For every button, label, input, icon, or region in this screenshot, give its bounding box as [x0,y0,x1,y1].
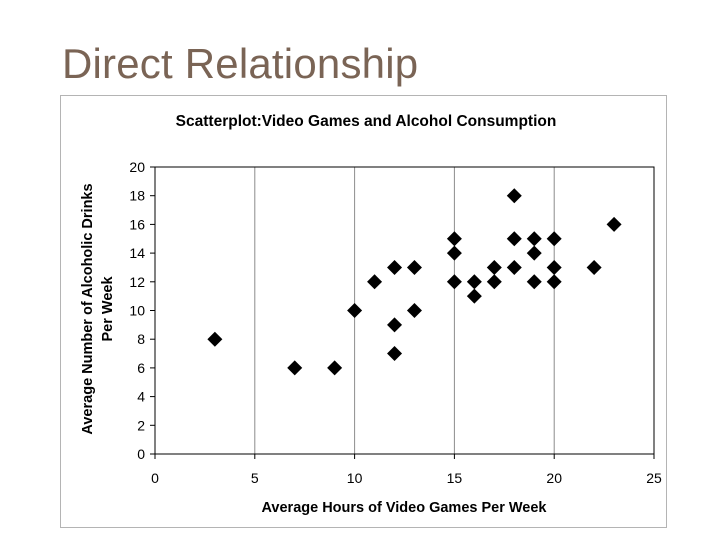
data-point [506,231,522,247]
y-tick-label: 12 [129,274,145,290]
data-point [586,259,602,275]
plot-area [154,166,655,455]
data-point [526,231,542,247]
slide-title: Direct Relationship [62,40,419,87]
data-point [526,245,542,261]
y-axis-ticks: 0 2 4 6 8 10 12 14 16 18 20 [129,159,155,462]
y-tick-label: 10 [129,303,145,319]
x-tick-label: 10 [347,470,363,486]
data-point [207,331,223,347]
data-point [347,303,363,318]
x-tick-label: 0 [151,470,159,486]
data-point [506,259,522,275]
data-point [606,216,622,232]
y-axis-label-line-2: Per Week [100,276,116,342]
data-point [546,274,562,290]
data-point [327,360,343,376]
data-point [387,317,403,333]
y-tick-label: 18 [129,188,145,204]
y-tick-label: 8 [137,331,145,347]
y-axis-label-line-1: Average Number of Alcoholic Drinks [80,183,96,434]
data-point [406,259,422,275]
y-tick-label: 20 [129,159,145,175]
data-point [506,188,522,204]
data-point [287,360,303,376]
chart-gridlines [254,167,555,454]
data-point [546,259,562,275]
data-point [466,274,482,290]
x-axis-label: Average Hours of Video Games Per Week [261,500,547,516]
y-tick-label: 4 [137,389,145,405]
data-point [446,231,462,247]
data-point [446,274,462,290]
data-point [466,288,482,304]
data-point [526,274,542,290]
x-tick-label: 5 [251,470,259,486]
y-tick-label: 14 [129,245,145,261]
x-tick-label: 25 [646,470,662,486]
data-point [446,245,462,261]
data-points [207,188,622,376]
y-tick-label: 16 [129,216,145,232]
data-point [406,303,422,318]
data-point [387,259,403,275]
data-point [486,259,502,275]
x-tick-label: 15 [447,470,463,486]
y-tick-label: 6 [137,360,145,376]
x-axis-ticks: 0 5 10 15 20 25 [151,454,662,486]
data-point [546,231,562,247]
y-tick-label: 0 [137,446,145,462]
data-point [387,346,403,362]
x-tick-label: 20 [546,470,562,486]
y-tick-label: 2 [137,417,145,433]
data-point [367,274,383,290]
data-point [486,274,502,290]
chart-title: Scatterplot:Video Games and Alcohol Cons… [176,113,557,130]
